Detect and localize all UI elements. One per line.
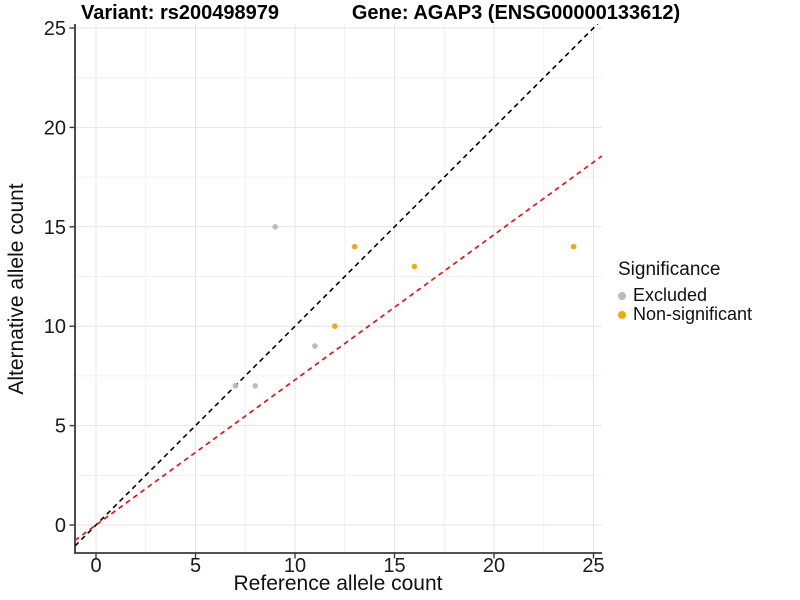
y-tick-label: 10 [44,316,66,338]
legend-title: Significance [618,259,721,280]
y-tick-label: 25 [44,18,66,40]
data-point-excluded [272,224,278,230]
non-significant-swatch-icon [618,310,626,319]
legend-label-non-significant: Non-significant [633,304,753,324]
variant-title: Variant: rs200498979 [81,2,279,24]
y-tick-label: 5 [55,416,66,438]
data-point-non-significant [411,263,418,270]
legend-label-excluded: Excluded [633,285,708,305]
identity-line [75,24,599,547]
x-tick-label: 15 [383,555,405,577]
data-point-excluded [252,383,258,389]
gene-title: Gene: AGAP3 (ENSG00000133612) [351,2,681,24]
data-point-non-significant [332,323,338,330]
x-axis-title: Reference allele count [233,572,443,595]
x-tick-label: 25 [582,555,604,577]
data-point-non-significant [351,243,358,250]
x-tick-label: 5 [190,555,201,577]
data-point-excluded [312,343,318,349]
data-point-excluded [232,383,239,389]
x-tick-label: 10 [284,555,306,577]
x-tick-label: 20 [483,555,505,577]
y-tick-label: 20 [44,117,66,139]
y-axis-title: Alternative allele count [5,183,28,395]
y-tick-label: 15 [44,217,66,239]
y-tick-label: 0 [55,515,66,537]
legend-item-non-significant: Non-significant [618,304,753,324]
expected-alt-ref-ratio-line [75,155,602,541]
legend-item-excluded: Excluded [618,285,752,305]
data-point-non-significant [570,243,577,250]
excluded-swatch-icon [618,291,626,300]
x-tick-label: 0 [90,555,101,577]
legend: Significance Excluded Non-significant [618,259,752,324]
